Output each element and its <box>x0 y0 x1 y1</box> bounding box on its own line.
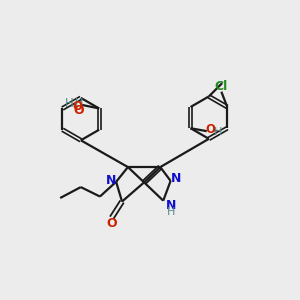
Text: O: O <box>73 100 83 113</box>
Text: H: H <box>75 98 83 109</box>
Text: O: O <box>206 123 216 136</box>
Text: N: N <box>166 199 177 212</box>
Text: Cl: Cl <box>215 80 228 93</box>
Text: H: H <box>214 127 223 137</box>
Text: O: O <box>106 217 117 230</box>
Text: N: N <box>106 174 116 187</box>
Text: O: O <box>74 104 85 117</box>
Text: N: N <box>171 172 181 185</box>
Text: H: H <box>65 97 74 110</box>
Text: H: H <box>167 207 176 217</box>
